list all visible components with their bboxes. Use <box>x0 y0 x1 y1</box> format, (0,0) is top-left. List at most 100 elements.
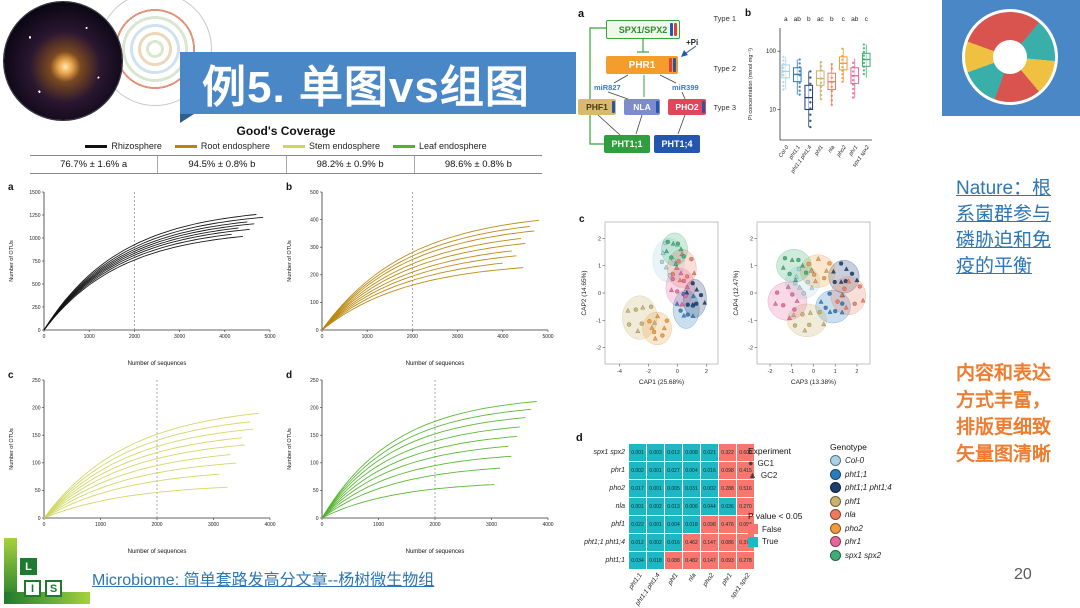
svg-text:1000: 1000 <box>362 334 373 340</box>
coverage-legend-item: Leaf endosphere <box>393 141 487 151</box>
svg-text:250: 250 <box>32 378 41 384</box>
cap3-cap4-ordination-plot: -2 -1 0 1 2 -2 -1 0 1 2 CAP3 (13.38%) CAP4 (12.47%) <box>733 221 871 386</box>
svg-text:1500: 1500 <box>29 190 40 196</box>
node-phf1: PHF1 <box>578 99 616 115</box>
svg-text:phr1: phr1 <box>848 145 860 158</box>
heatmap-cell: 0.086 <box>719 534 736 551</box>
svg-text:c: c <box>842 16 846 23</box>
heatmap-cell: 0.016 <box>665 534 682 551</box>
type-tag <box>656 101 659 113</box>
heatmap-row-label: pht1;1 pht1;4 <box>584 539 625 546</box>
type-tag <box>612 101 615 113</box>
legend-entry: spx1 spx2 <box>830 549 914 561</box>
svg-text:2000: 2000 <box>407 334 418 340</box>
svg-text:d: d <box>286 370 292 381</box>
svg-text:ab: ab <box>851 16 859 23</box>
svg-text:Number of OTUs: Number of OTUs <box>9 240 15 282</box>
svg-text:1000: 1000 <box>373 522 384 528</box>
legend-entry: False <box>748 524 832 534</box>
svg-text:-1: -1 <box>748 318 753 324</box>
node-nla: NLA <box>624 99 660 115</box>
rarefaction-panel-c: 0 50 100 150 200 250 0 1000 2000 3000 4000 Number o… <box>8 370 276 555</box>
genotype-color-icon <box>830 509 841 520</box>
title-banner: 例5. 单图vs组图 <box>180 52 576 114</box>
node-phr1: PHR1 <box>606 56 678 74</box>
svg-text:a: a <box>784 16 788 23</box>
legend-entry: phr1 <box>830 536 914 547</box>
svg-text:1: 1 <box>598 264 601 270</box>
svg-text:3000: 3000 <box>174 334 185 340</box>
svg-text:2: 2 <box>855 369 858 375</box>
svg-text:Number of sequences: Number of sequences <box>128 361 187 367</box>
note-line: 排版更细致 <box>956 417 1052 438</box>
svg-text:0: 0 <box>321 334 324 340</box>
goods-coverage-header: Good's Coverage Rhizosphere Root endosphe… <box>30 124 542 174</box>
heatmap-cell: 0.002 <box>647 534 664 551</box>
svg-text:1: 1 <box>750 264 753 270</box>
svg-text:0: 0 <box>316 516 319 522</box>
note-line: 矢量图清晰 <box>956 444 1052 465</box>
heatmap-cell: 0.093 <box>719 552 736 569</box>
svg-text:c: c <box>8 370 14 381</box>
svg-text:300: 300 <box>310 245 319 251</box>
heatmap-column-labels: pht1;1 pht1;1 pht1;4 phf1 nla pho2 phr1 spx1 s… <box>578 569 764 608</box>
svg-text:2000: 2000 <box>129 334 140 340</box>
heatmap-cell: 0.044 <box>701 498 718 515</box>
svg-text:Number of OTUs: Number of OTUs <box>9 428 15 470</box>
note-line: 内容和表达 <box>956 363 1052 384</box>
coverage-legend-item: Root endosphere <box>174 141 270 151</box>
svg-text:0: 0 <box>316 328 319 334</box>
heatmap-cell: 0.270 <box>737 498 754 515</box>
node-pho2: PHO2 <box>668 99 706 115</box>
svg-text:250: 250 <box>310 378 319 384</box>
legend-entry: pho2 <box>830 522 914 534</box>
coverage-value: 94.5% ± 0.8% b <box>157 156 285 173</box>
svg-text:-1: -1 <box>596 318 601 324</box>
legend-label: nla <box>845 510 856 519</box>
heatmap-row-label: spx1 spx2 <box>593 449 625 456</box>
svg-text:-2: -2 <box>646 369 651 375</box>
heatmap-cell: 0.516 <box>737 480 754 497</box>
microbiome-article-link[interactable]: Microbiome: 简单套路发高分文章--杨树微生物组 <box>92 572 435 589</box>
node-pht1-1: PHT1;1 <box>604 135 650 153</box>
lis-logo: L I S <box>4 538 90 604</box>
node-label: PHT1;4 <box>661 139 693 149</box>
heatmap-row-label: phf1 <box>611 521 625 528</box>
svg-text:c: c <box>865 16 869 23</box>
svg-text:1000: 1000 <box>84 334 95 340</box>
svg-text:Number of OTUs: Number of OTUs <box>287 428 293 470</box>
heatmap-row-label: nla <box>615 503 625 510</box>
goods-coverage-values: 76.7% ± 1.6% a 94.5% ± 0.8% b 98.2% ± 0.9%… <box>30 155 542 174</box>
legend-label: pht1;1 <box>845 469 868 479</box>
heatmap-cell: 0.012 <box>665 444 682 461</box>
node-label: PHF1 <box>586 102 608 112</box>
svg-text:c: c <box>579 214 585 225</box>
heatmap-cell: 0.005 <box>665 480 682 497</box>
cap1-cap2-ordination-plot: -4 -2 0 2 -2 -1 0 1 2 CAP1 (25.68%) CAP2 (14.65%) c <box>579 214 719 386</box>
heatmap-cell: 0.022 <box>629 516 646 533</box>
link-line: Nature：根 <box>956 178 1052 199</box>
svg-text:0: 0 <box>676 369 679 375</box>
svg-text:1000: 1000 <box>95 522 106 528</box>
type-tag <box>669 58 672 72</box>
genotype-color-icon <box>830 549 841 561</box>
genotype-legend: Genotype Col-0 pht1;1 pht1;1 pht1;4 phf1 nla p… <box>830 442 914 563</box>
panel-label-a: a <box>578 8 585 20</box>
heatmap-cell: 0.031 <box>683 480 700 497</box>
legend-label: phr1 <box>845 537 862 546</box>
link-line: 磷胁迫和免 <box>956 230 1052 251</box>
node-label: NLA <box>633 102 651 112</box>
node-label: PHT1;1 <box>611 139 643 149</box>
nature-article-link[interactable]: Nature：根 系菌群参与 磷胁迫和免 疫的平衡 <box>956 176 1078 280</box>
node-label: PHR1 <box>628 59 656 71</box>
logo-letter-s: S <box>45 580 62 597</box>
svg-text:Number of sequences: Number of sequences <box>406 361 465 367</box>
galaxy-image <box>4 2 122 120</box>
heatmap-cell: 0.012 <box>629 534 646 551</box>
coverage-legend-item: Stem endosphere <box>282 141 380 151</box>
node-pht1-4: PHT1;4 <box>654 135 700 153</box>
legend-label: pht1;1 pht1;4 <box>845 483 892 492</box>
svg-text:0: 0 <box>38 328 41 334</box>
heatmap-row-label: pho2 <box>609 485 625 492</box>
node-label: PHO2 <box>675 102 699 112</box>
